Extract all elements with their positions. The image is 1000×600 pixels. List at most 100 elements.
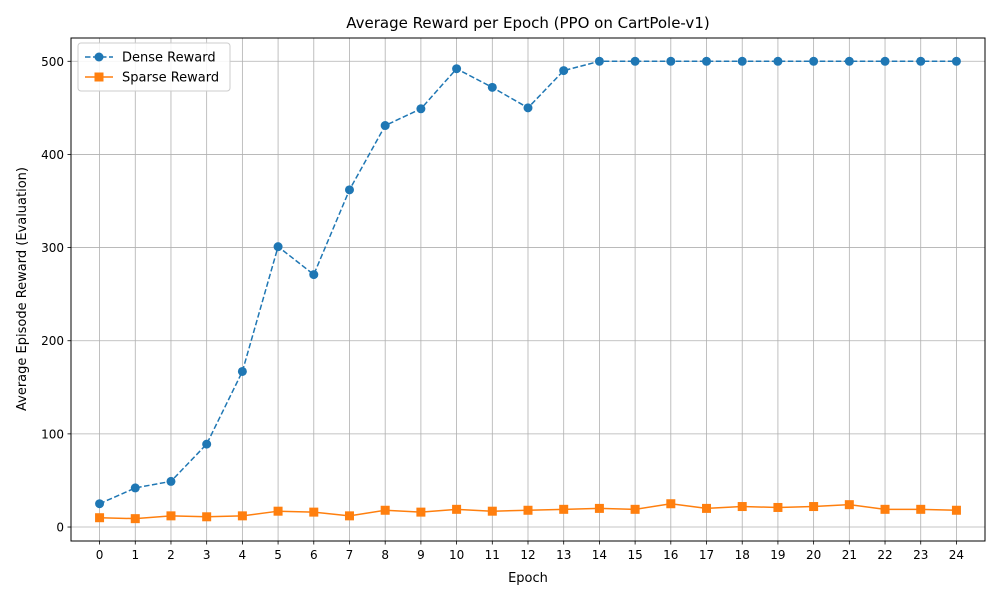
- data-point-sparse-reward: [309, 507, 319, 517]
- series-layer: [95, 56, 961, 524]
- data-point-sparse-reward: [273, 506, 283, 516]
- data-point-sparse-reward: [95, 513, 105, 523]
- x-tick-label: 4: [239, 548, 247, 562]
- legend-marker-dense: [94, 52, 104, 62]
- x-tick-label: 6: [310, 548, 318, 562]
- x-tick-label: 10: [449, 548, 464, 562]
- x-tick-label: 15: [627, 548, 642, 562]
- legend-label-dense: Dense Reward: [122, 51, 216, 66]
- x-tick-label: 9: [417, 548, 425, 562]
- legend-marker-sparse: [94, 72, 104, 82]
- data-point-dense-reward: [309, 270, 319, 280]
- x-tick-label: 21: [842, 548, 857, 562]
- data-point-dense-reward: [737, 56, 747, 66]
- data-point-dense-reward: [916, 56, 926, 66]
- data-point-sparse-reward: [737, 502, 747, 512]
- y-tick-label: 500: [41, 55, 64, 69]
- y-tick-label: 200: [41, 334, 64, 348]
- data-point-sparse-reward: [237, 511, 247, 521]
- data-point-dense-reward: [951, 56, 961, 66]
- legend-label-sparse: Sparse Reward: [122, 71, 219, 86]
- x-tick-label: 11: [485, 548, 500, 562]
- x-tick-label: 3: [203, 548, 211, 562]
- data-point-sparse-reward: [380, 505, 390, 515]
- data-point-dense-reward: [166, 476, 176, 486]
- data-point-sparse-reward: [844, 500, 854, 510]
- data-point-dense-reward: [95, 499, 105, 509]
- x-tick-label: 8: [381, 548, 389, 562]
- x-tick-label: 20: [806, 548, 821, 562]
- legend-item-dense: Dense Reward: [85, 51, 216, 66]
- data-point-sparse-reward: [130, 514, 140, 524]
- x-tick-label: 7: [346, 548, 354, 562]
- grid-lines: [71, 38, 985, 541]
- series-sparse-reward: [95, 499, 961, 524]
- data-point-sparse-reward: [809, 502, 819, 512]
- legend-item-sparse: Sparse Reward: [85, 71, 219, 86]
- data-point-dense-reward: [487, 82, 497, 92]
- data-point-sparse-reward: [202, 512, 212, 522]
- x-tick-label: 0: [96, 548, 104, 562]
- y-tick-label: 100: [41, 427, 64, 441]
- data-point-dense-reward: [237, 366, 247, 376]
- data-point-dense-reward: [702, 56, 712, 66]
- data-point-sparse-reward: [559, 504, 569, 514]
- y-tick-label: 0: [56, 521, 64, 535]
- data-point-sparse-reward: [523, 505, 533, 515]
- data-point-sparse-reward: [951, 505, 961, 515]
- y-axis-title: Average Episode Reward (Evaluation): [15, 167, 30, 411]
- x-tick-label: 12: [520, 548, 535, 562]
- x-tick-label: 23: [913, 548, 928, 562]
- data-point-sparse-reward: [880, 504, 890, 514]
- x-axis-title: Epoch: [508, 571, 548, 586]
- legend: Dense Reward Sparse Reward: [77, 42, 231, 92]
- data-point-dense-reward: [844, 56, 854, 66]
- x-tick-label: 14: [592, 548, 607, 562]
- legend-box: [77, 42, 231, 92]
- data-point-dense-reward: [344, 185, 354, 195]
- data-point-dense-reward: [594, 56, 604, 66]
- data-point-sparse-reward: [344, 511, 354, 521]
- data-point-dense-reward: [273, 242, 283, 252]
- data-point-sparse-reward: [166, 511, 176, 521]
- data-point-sparse-reward: [487, 506, 497, 516]
- data-point-sparse-reward: [630, 504, 640, 514]
- data-point-sparse-reward: [916, 504, 926, 514]
- x-tick-label: 17: [699, 548, 714, 562]
- data-point-dense-reward: [523, 103, 533, 113]
- x-tick-label: 1: [131, 548, 139, 562]
- data-point-sparse-reward: [594, 503, 604, 513]
- data-point-sparse-reward: [773, 502, 783, 512]
- data-point-sparse-reward: [702, 503, 712, 513]
- y-axis-ticks: 0 100 200 300 400 500: [41, 55, 71, 535]
- data-point-sparse-reward: [666, 499, 676, 509]
- y-tick-label: 300: [41, 241, 64, 255]
- x-tick-label: 24: [949, 548, 964, 562]
- data-point-dense-reward: [416, 104, 426, 114]
- x-tick-label: 19: [770, 548, 785, 562]
- x-tick-label: 18: [735, 548, 750, 562]
- x-tick-label: 2: [167, 548, 175, 562]
- data-point-dense-reward: [559, 66, 569, 76]
- series-dense-reward: [95, 56, 961, 509]
- data-point-dense-reward: [809, 56, 819, 66]
- y-tick-label: 400: [41, 148, 64, 162]
- data-point-dense-reward: [130, 483, 140, 493]
- data-point-sparse-reward: [416, 507, 426, 517]
- data-point-dense-reward: [666, 56, 676, 66]
- data-point-dense-reward: [773, 56, 783, 66]
- x-tick-label: 22: [877, 548, 892, 562]
- data-point-dense-reward: [880, 56, 890, 66]
- data-point-dense-reward: [202, 439, 212, 449]
- x-tick-label: 16: [663, 548, 678, 562]
- chart-title: Average Reward per Epoch (PPO on CartPol…: [346, 14, 709, 32]
- data-point-dense-reward: [380, 121, 390, 131]
- data-point-dense-reward: [630, 56, 640, 66]
- x-tick-label: 13: [556, 548, 571, 562]
- data-point-dense-reward: [452, 64, 462, 74]
- data-point-sparse-reward: [452, 504, 462, 514]
- x-tick-label: 5: [274, 548, 282, 562]
- x-axis-ticks: 0 1 2 3 4 5 6 7 8 9 10 11 12 13 14 15 16 17 18 19 20 21 22 23 24: [96, 541, 964, 562]
